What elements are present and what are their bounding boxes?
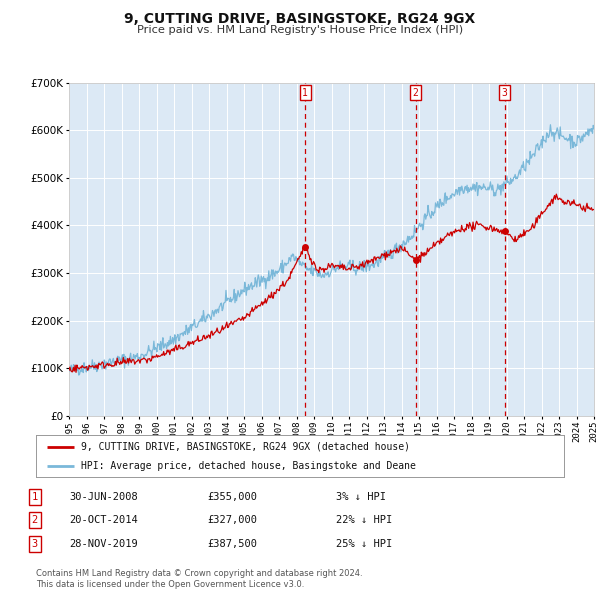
- Text: 3: 3: [502, 87, 508, 97]
- Text: 22% ↓ HPI: 22% ↓ HPI: [336, 516, 392, 525]
- Text: 25% ↓ HPI: 25% ↓ HPI: [336, 539, 392, 549]
- Text: Price paid vs. HM Land Registry's House Price Index (HPI): Price paid vs. HM Land Registry's House …: [137, 25, 463, 35]
- Text: HPI: Average price, detached house, Basingstoke and Deane: HPI: Average price, detached house, Basi…: [81, 461, 416, 471]
- Text: 1: 1: [32, 492, 38, 502]
- Text: £327,000: £327,000: [207, 516, 257, 525]
- Text: 3: 3: [32, 539, 38, 549]
- Text: 9, CUTTING DRIVE, BASINGSTOKE, RG24 9GX: 9, CUTTING DRIVE, BASINGSTOKE, RG24 9GX: [124, 12, 476, 26]
- Text: This data is licensed under the Open Government Licence v3.0.: This data is licensed under the Open Gov…: [36, 579, 304, 589]
- Text: 3% ↓ HPI: 3% ↓ HPI: [336, 492, 386, 502]
- Text: 2: 2: [32, 516, 38, 525]
- Text: 28-NOV-2019: 28-NOV-2019: [69, 539, 138, 549]
- Text: 20-OCT-2014: 20-OCT-2014: [69, 516, 138, 525]
- Text: £355,000: £355,000: [207, 492, 257, 502]
- Text: £387,500: £387,500: [207, 539, 257, 549]
- Text: Contains HM Land Registry data © Crown copyright and database right 2024.: Contains HM Land Registry data © Crown c…: [36, 569, 362, 578]
- Text: 30-JUN-2008: 30-JUN-2008: [69, 492, 138, 502]
- Text: 9, CUTTING DRIVE, BASINGSTOKE, RG24 9GX (detached house): 9, CUTTING DRIVE, BASINGSTOKE, RG24 9GX …: [81, 441, 410, 451]
- Text: 2: 2: [413, 87, 418, 97]
- Text: 1: 1: [302, 87, 308, 97]
